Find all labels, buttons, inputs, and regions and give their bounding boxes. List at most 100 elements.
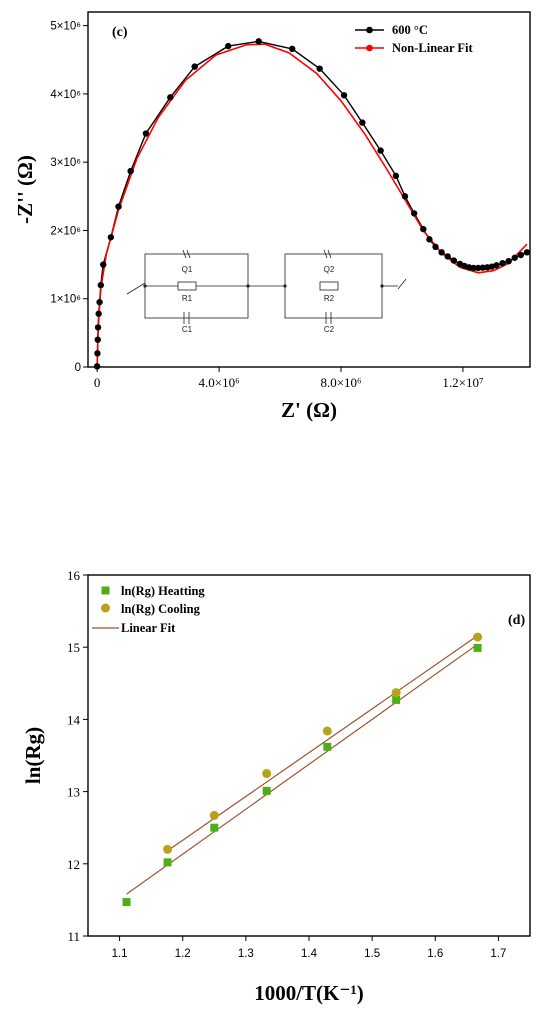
arrhenius-plot-area: 1.1 1.2 1.3 1.4 1.5 1.6 1.7 11 12 13 14 15 16 1000/T(… xyxy=(21,568,531,1005)
cooling-point xyxy=(163,844,173,854)
measured-point xyxy=(142,130,150,137)
measured-line xyxy=(96,40,528,367)
heating-point xyxy=(323,742,332,751)
nyquist-chart: 0 4.0×10⁶ 8.0×10⁶ 1.2×10⁷ 0 1×10⁶ 2×10⁶ 3×10⁶ 4×… xyxy=(13,11,531,422)
linear-fit-line xyxy=(126,643,478,895)
cooling-point xyxy=(209,810,219,820)
panel-label: (d) xyxy=(508,613,525,628)
measured-point xyxy=(517,251,525,259)
heating-point xyxy=(262,786,271,795)
circuit-label-q1: Q1 xyxy=(182,265,193,274)
measured-point xyxy=(115,203,122,210)
measured-point xyxy=(96,298,103,306)
measured-point xyxy=(392,172,400,180)
measured-point xyxy=(474,264,482,272)
circuit-label-q2: Q2 xyxy=(324,265,335,274)
x-tick-label: 1.2 xyxy=(175,948,191,960)
x-tick-label: 4.0×10⁶ xyxy=(199,375,240,390)
resistor-r1-icon xyxy=(177,281,197,291)
x-tick-label: 1.2×10⁷ xyxy=(442,375,483,390)
circuit-label-r2: R2 xyxy=(324,294,335,303)
measured-point xyxy=(377,147,384,154)
legend-label: 600 °C xyxy=(392,23,428,37)
legend-label: ln(Rg) Cooling xyxy=(121,602,201,616)
cooling-point xyxy=(262,769,272,779)
measured-point xyxy=(107,234,115,241)
heating-point xyxy=(210,823,219,832)
resistor-r2-icon xyxy=(319,281,339,291)
cpe-q2-icon xyxy=(323,249,328,259)
y-tick-label: 2×10⁶ xyxy=(50,225,81,237)
y-tick-label: 13 xyxy=(67,785,80,800)
measured-point xyxy=(127,167,134,175)
cooling-point xyxy=(391,688,401,698)
y-tick-label: 14 xyxy=(67,712,81,727)
y-axis-title: ln(Rg) xyxy=(21,727,45,784)
cooling-point xyxy=(322,726,332,736)
measured-point xyxy=(479,264,486,271)
y-tick-label: 4×10⁶ xyxy=(50,89,81,101)
y-tick-label: 1×10⁶ xyxy=(50,294,81,306)
measured-point xyxy=(523,249,531,256)
measured-point xyxy=(499,260,506,267)
nyquist-legend: 600 °C Non-Linear Fit xyxy=(355,23,474,55)
measured-point xyxy=(255,38,262,45)
legend-marker-cooling xyxy=(101,603,110,613)
measured-point xyxy=(316,65,323,72)
circuit-label-r1: R1 xyxy=(182,294,193,303)
y-tick-label: 5×10⁶ xyxy=(50,21,81,33)
measured-point xyxy=(505,257,512,265)
nyquist-plot-area: 0 4.0×10⁶ 8.0×10⁶ 1.2×10⁷ 0 1×10⁶ 2×10⁶ 3×10⁶ 4×… xyxy=(13,11,531,422)
panel-label: (c) xyxy=(112,25,128,40)
legend-marker xyxy=(366,26,373,34)
arrhenius-frame xyxy=(87,574,531,937)
measured-point xyxy=(470,264,477,272)
y-tick-label: 0 xyxy=(75,362,81,374)
measured-point xyxy=(444,253,451,260)
legend-label: ln(Rg) Heatting xyxy=(121,584,205,598)
measured-point xyxy=(289,45,296,53)
x-tick-label: 8.0×10⁶ xyxy=(320,375,361,390)
x-tick-label: 1.6 xyxy=(427,948,443,960)
measured-point xyxy=(511,254,518,261)
cooling-point xyxy=(473,632,483,642)
legend-label: Linear Fit xyxy=(121,621,176,635)
measured-point xyxy=(426,236,433,243)
heating-point xyxy=(473,643,482,652)
y-axis-title: -Z'' (Ω) xyxy=(13,155,37,224)
y-tick-label: 12 xyxy=(67,857,80,872)
measured-point xyxy=(100,261,107,268)
y-tick-label: 3×10⁶ xyxy=(50,157,81,169)
x-tick-label: 0 xyxy=(94,375,101,390)
measured-point xyxy=(340,92,348,99)
x-tick-label: 1.1 xyxy=(112,948,128,960)
measured-point xyxy=(97,281,105,289)
heating-point xyxy=(163,858,172,867)
measured-point xyxy=(493,262,500,269)
x-axis-title: Z' (Ω) xyxy=(281,398,337,422)
heating-point xyxy=(122,898,131,907)
measured-point xyxy=(94,350,101,357)
circuit-label-c2: C2 xyxy=(324,325,335,334)
fit-line xyxy=(96,43,528,368)
x-tick-label: 1.7 xyxy=(490,948,506,960)
y-tick-label: 15 xyxy=(67,640,80,655)
measured-point xyxy=(167,94,174,101)
legend-label: Non-Linear Fit xyxy=(392,41,474,55)
measured-point xyxy=(420,225,427,233)
cpe-q1-icon xyxy=(182,249,187,259)
measured-point xyxy=(94,336,101,343)
y-tick-label: 11 xyxy=(67,929,80,944)
x-axis-title: 1000/T(K⁻¹) xyxy=(254,981,364,1005)
measured-point xyxy=(191,63,198,70)
x-tick-label: 1.3 xyxy=(238,948,254,960)
legend-marker xyxy=(366,44,373,52)
nyquist-frame xyxy=(87,11,531,368)
measured-point xyxy=(438,249,445,256)
measured-point xyxy=(432,243,439,251)
measured-point xyxy=(95,310,102,317)
measured-point xyxy=(94,324,102,331)
circuit-label-c1: C1 xyxy=(182,325,193,334)
legend-marker-heating xyxy=(101,586,110,595)
linear-fit-line xyxy=(167,635,478,852)
